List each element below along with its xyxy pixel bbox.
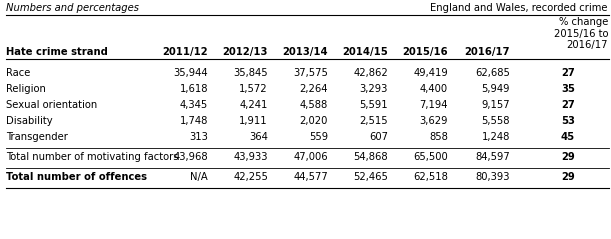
Text: 54,868: 54,868 xyxy=(353,152,388,162)
Text: England and Wales, recorded crime: England and Wales, recorded crime xyxy=(431,3,608,13)
Text: 37,575: 37,575 xyxy=(293,68,328,78)
Text: 35,944: 35,944 xyxy=(174,68,208,78)
Text: 364: 364 xyxy=(249,132,268,142)
Text: 1,911: 1,911 xyxy=(240,116,268,126)
Text: 3,629: 3,629 xyxy=(420,116,448,126)
Text: 2013/14: 2013/14 xyxy=(282,47,328,57)
Text: 80,393: 80,393 xyxy=(475,172,510,182)
Text: 7,194: 7,194 xyxy=(420,100,448,110)
Text: 84,597: 84,597 xyxy=(475,152,510,162)
Text: 2011/12: 2011/12 xyxy=(163,47,208,57)
Text: 2012/13: 2012/13 xyxy=(222,47,268,57)
Text: 5,558: 5,558 xyxy=(481,116,510,126)
Text: 2015/16: 2015/16 xyxy=(403,47,448,57)
Text: 9,157: 9,157 xyxy=(481,100,510,110)
Text: 4,400: 4,400 xyxy=(420,84,448,94)
Text: 1,248: 1,248 xyxy=(481,132,510,142)
Text: N/A: N/A xyxy=(190,172,208,182)
Text: 4,345: 4,345 xyxy=(180,100,208,110)
Text: 62,518: 62,518 xyxy=(413,172,448,182)
Text: 45: 45 xyxy=(561,132,575,142)
Text: Disability: Disability xyxy=(6,116,53,126)
Text: 35,845: 35,845 xyxy=(233,68,268,78)
Text: 2,515: 2,515 xyxy=(359,116,388,126)
Text: 559: 559 xyxy=(309,132,328,142)
Text: 5,591: 5,591 xyxy=(359,100,388,110)
Text: 607: 607 xyxy=(369,132,388,142)
Text: 49,419: 49,419 xyxy=(413,68,448,78)
Text: 29: 29 xyxy=(562,172,575,182)
Text: 3,293: 3,293 xyxy=(360,84,388,94)
Text: 29: 29 xyxy=(562,152,575,162)
Text: Hate crime strand: Hate crime strand xyxy=(6,47,108,57)
Text: 42,255: 42,255 xyxy=(233,172,268,182)
Text: 1,572: 1,572 xyxy=(240,84,268,94)
Text: Race: Race xyxy=(6,68,31,78)
Text: % change
2015/16 to
2016/17: % change 2015/16 to 2016/17 xyxy=(554,17,608,50)
Text: 43,933: 43,933 xyxy=(233,152,268,162)
Text: 2016/17: 2016/17 xyxy=(464,47,510,57)
Text: 2014/15: 2014/15 xyxy=(342,47,388,57)
Text: Religion: Religion xyxy=(6,84,46,94)
Text: 43,968: 43,968 xyxy=(174,152,208,162)
Text: 27: 27 xyxy=(562,100,575,110)
Text: 4,588: 4,588 xyxy=(300,100,328,110)
Text: 313: 313 xyxy=(189,132,208,142)
Text: Numbers and percentages: Numbers and percentages xyxy=(6,3,139,13)
Text: 5,949: 5,949 xyxy=(481,84,510,94)
Text: 42,862: 42,862 xyxy=(353,68,388,78)
Text: 27: 27 xyxy=(562,68,575,78)
Text: 35: 35 xyxy=(561,84,575,94)
Text: 2,020: 2,020 xyxy=(299,116,328,126)
Text: 2,264: 2,264 xyxy=(299,84,328,94)
Text: 47,006: 47,006 xyxy=(293,152,328,162)
Text: Total number of offences: Total number of offences xyxy=(6,172,147,182)
Text: Total number of motivating factors: Total number of motivating factors xyxy=(6,152,178,162)
Text: 62,685: 62,685 xyxy=(475,68,510,78)
Text: 858: 858 xyxy=(429,132,448,142)
Text: 52,465: 52,465 xyxy=(353,172,388,182)
Text: Sexual orientation: Sexual orientation xyxy=(6,100,97,110)
Text: 44,577: 44,577 xyxy=(293,172,328,182)
Text: 53: 53 xyxy=(561,116,575,126)
Text: 65,500: 65,500 xyxy=(413,152,448,162)
Text: 1,748: 1,748 xyxy=(180,116,208,126)
Text: 4,241: 4,241 xyxy=(240,100,268,110)
Text: Transgender: Transgender xyxy=(6,132,68,142)
Text: 1,618: 1,618 xyxy=(180,84,208,94)
